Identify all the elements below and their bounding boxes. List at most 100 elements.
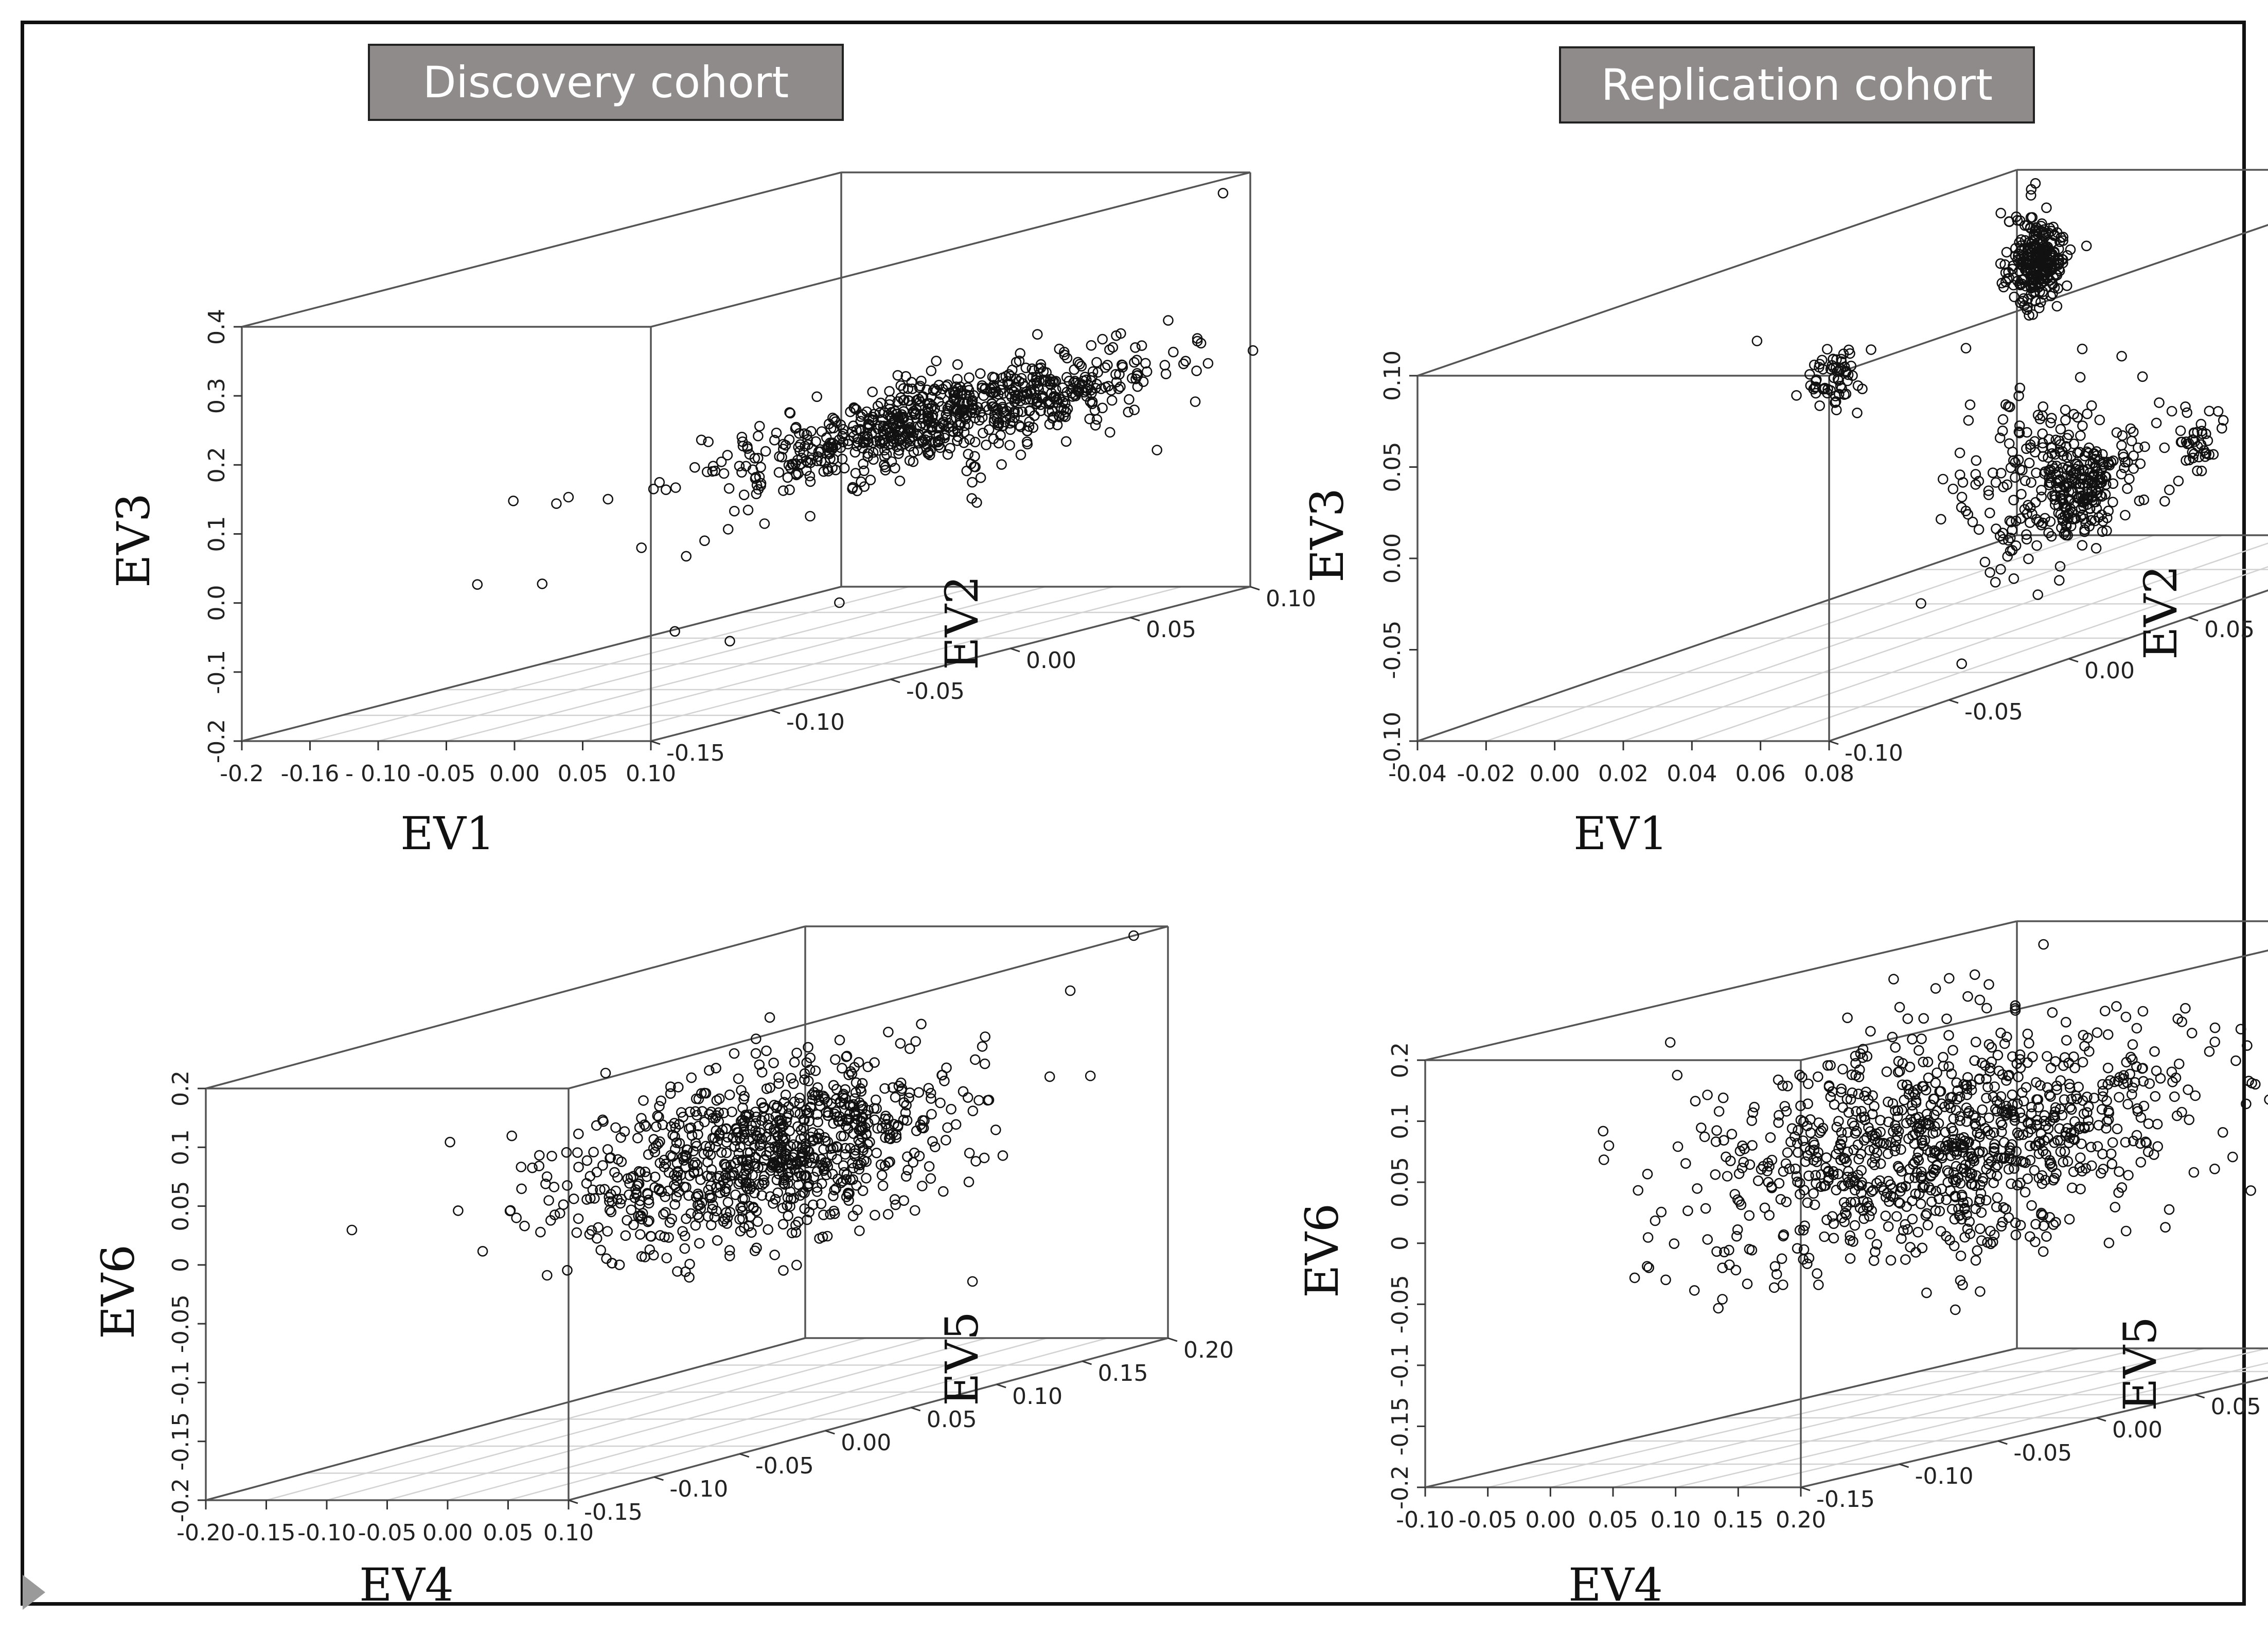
x-axis-label: EV1 — [400, 807, 495, 860]
data-point — [622, 1215, 632, 1226]
data-point — [1034, 375, 1044, 386]
z-tick-label: -0.05 — [1379, 621, 1406, 679]
data-point — [1064, 376, 1075, 386]
data-point — [2116, 440, 2127, 451]
data-point — [877, 1180, 889, 1191]
data-point — [1977, 1104, 1988, 1115]
data-point — [2086, 515, 2097, 526]
data-point — [2063, 429, 2074, 441]
data-point — [1105, 427, 1115, 438]
data-point — [1913, 1045, 1924, 1056]
data-point — [722, 524, 734, 535]
data-point — [839, 1167, 849, 1178]
cube-edge — [205, 925, 806, 1090]
data-point — [834, 597, 845, 608]
data-point — [1066, 388, 1077, 399]
data-point — [729, 1141, 740, 1152]
data-point — [2037, 1246, 2049, 1257]
axis-ticks: -0.2 -0.16- 0.10 -0.05 0.00 0.05 0.10-0.15-0.… — [204, 309, 1316, 787]
data-point — [2128, 450, 2139, 461]
data-point — [771, 427, 782, 438]
data-point — [2105, 456, 2117, 468]
data-point — [2013, 390, 2024, 401]
data-point — [2061, 1035, 2072, 1046]
data-point — [2155, 1073, 2166, 1084]
axis-names: EV1 EV2 EV3 — [1301, 488, 2187, 860]
data-point — [1998, 481, 2009, 493]
data-point — [746, 1227, 757, 1238]
data-point — [1086, 340, 1097, 351]
data-point — [2066, 520, 2077, 532]
data-point — [980, 1031, 990, 1042]
data-point — [562, 1265, 573, 1276]
data-point — [2241, 1098, 2252, 1110]
data-point — [1849, 1220, 1861, 1231]
data-point — [964, 372, 974, 383]
data-point — [2069, 1062, 2080, 1074]
data-point — [2053, 243, 2064, 254]
data-point — [2120, 509, 2131, 521]
data-point — [2088, 448, 2100, 459]
data-point — [909, 1205, 920, 1216]
data-point — [2192, 465, 2203, 477]
data-point — [2094, 414, 2105, 426]
data-point — [2021, 443, 2032, 454]
data-point — [854, 1225, 865, 1236]
z-tick-label: 0.00 — [1379, 533, 1406, 584]
data-point — [1123, 407, 1134, 418]
z-tick-label: -0.15 — [168, 1412, 194, 1471]
data-point — [1744, 1210, 1755, 1221]
data-point — [673, 1082, 684, 1093]
data-point — [1900, 1254, 1911, 1265]
data-point — [2159, 442, 2170, 453]
data-point — [1981, 1093, 1992, 1103]
data-point — [879, 1083, 890, 1094]
data-point — [694, 1212, 704, 1223]
data-point — [969, 436, 981, 448]
data-point — [2135, 1157, 2147, 1168]
data-point — [1713, 1106, 1725, 1117]
data-point — [2019, 220, 2030, 231]
data-point — [660, 1207, 671, 1218]
data-point — [2010, 540, 2022, 551]
data-point — [2015, 513, 2026, 524]
data-point — [1907, 1214, 1918, 1225]
data-point — [2005, 533, 2016, 543]
data-point — [816, 1198, 827, 1209]
data-point — [1097, 333, 1108, 345]
data-point — [2070, 459, 2081, 469]
data-point — [2005, 462, 2016, 473]
data-point — [2054, 561, 2066, 572]
data-point — [1151, 445, 1162, 455]
data-point — [993, 420, 1004, 431]
data-point — [1936, 514, 1946, 525]
data-point — [812, 451, 824, 462]
data-point — [1217, 187, 1229, 199]
data-point — [2160, 1222, 2171, 1233]
data-point — [759, 518, 770, 529]
scatter-points — [472, 187, 1259, 647]
data-point — [818, 1209, 829, 1220]
data-point — [857, 1185, 869, 1196]
data-point — [1751, 336, 1763, 346]
data-point — [591, 1120, 602, 1131]
data-point — [903, 395, 914, 406]
x-tick-label: 0.05 — [483, 1520, 534, 1546]
data-point — [1892, 1111, 1903, 1122]
data-point — [926, 1109, 937, 1120]
data-point — [2227, 1151, 2238, 1163]
data-point — [1938, 1051, 1948, 1063]
data-point — [2107, 478, 2119, 489]
data-point — [1106, 395, 1118, 406]
data-point — [784, 434, 795, 445]
data-point — [786, 1073, 796, 1084]
data-point — [1097, 402, 1108, 414]
data-point — [1091, 357, 1102, 368]
data-point — [2032, 272, 2043, 283]
cube-edge — [650, 586, 1251, 742]
data-point — [2001, 273, 2013, 285]
data-point — [2124, 473, 2135, 484]
data-point — [966, 493, 977, 504]
data-point — [902, 1165, 913, 1175]
data-point — [2065, 244, 2076, 255]
